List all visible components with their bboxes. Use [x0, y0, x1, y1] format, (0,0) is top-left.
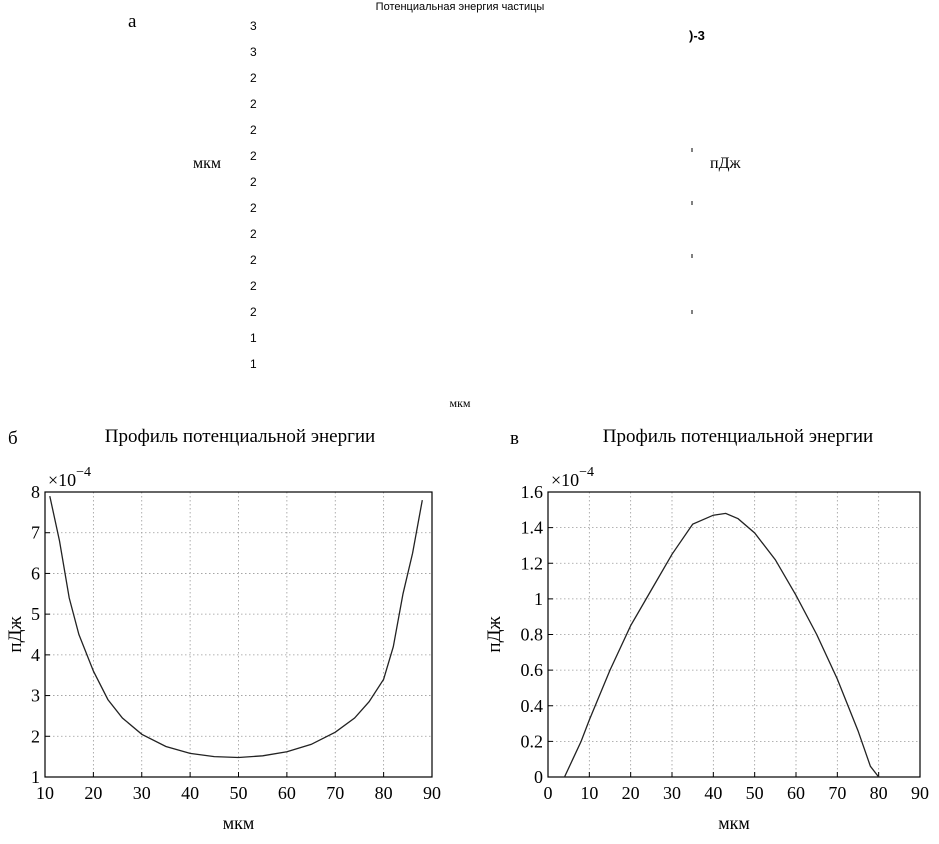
- x-tick-label: 20: [84, 783, 102, 803]
- panel-a-ytick-fragment: 2: [250, 71, 257, 85]
- panel-a-ytick-fragment: 2: [250, 279, 257, 293]
- panel-a-xlabel: мкм: [449, 396, 470, 410]
- y-tick-label: 7: [31, 523, 40, 543]
- x-tick-label: 20: [622, 783, 640, 803]
- panel-a-ytick-fragment: 1: [250, 331, 257, 345]
- x-tick-label: 70: [828, 783, 846, 803]
- y-tick-label: 2: [31, 726, 40, 746]
- panel-c-title: Профиль потенциальной энергии: [603, 426, 873, 447]
- x-tick-label: 0: [544, 783, 553, 803]
- y-tick-label: 8: [31, 482, 40, 502]
- y-tick-label: 1.6: [521, 482, 544, 502]
- panel-a-colorbar-exponent: )-3: [689, 28, 705, 43]
- panel-a-colorbar-label: пДж: [710, 155, 741, 172]
- x-tick-label: 40: [181, 783, 199, 803]
- y-tick-label: 6: [31, 563, 40, 583]
- x-tick-label: 90: [911, 783, 929, 803]
- panel-a-ytick-fragment: 2: [250, 227, 257, 241]
- panel-a-ytick-fragment: 2: [250, 175, 257, 189]
- x-tick-label: 80: [870, 783, 888, 803]
- series-line: [563, 512, 880, 778]
- x-tick-label: 50: [746, 783, 764, 803]
- panel-b-letter: б: [8, 428, 18, 449]
- panel-b: б Профиль потенциальной энергии 10 20 30 40…: [5, 426, 441, 833]
- y-tick-label: 0.8: [521, 625, 544, 645]
- y-tick-label: 3: [31, 686, 40, 706]
- panel-a-ytick-fragment: 2: [250, 149, 257, 163]
- y-tick-label: 1.4: [521, 518, 544, 538]
- y-axis-label: пДж: [5, 616, 26, 653]
- panel-a-title-fragment: Потенциальная энергия частицы: [376, 1, 545, 13]
- y-tick-label: 1.2: [521, 553, 544, 573]
- panel-a-ylabel: мкм: [193, 155, 221, 172]
- panel-a-ytick-fragment: 2: [250, 201, 257, 215]
- y-exponent: ×10−4: [551, 465, 594, 490]
- x-tick-label: 60: [278, 783, 296, 803]
- y-tick-label: 1: [31, 767, 40, 787]
- panel-a-letter: а: [128, 11, 137, 32]
- y-tick-label: 5: [31, 604, 40, 624]
- x-tick-label: 60: [787, 783, 805, 803]
- x-tick-label: 40: [704, 783, 722, 803]
- series-line: [49, 495, 423, 759]
- x-axis-label: мкм: [223, 813, 255, 833]
- panel-a-ytick-fragment: 2: [250, 253, 257, 267]
- panel-b-title: Профиль потенциальной энергии: [105, 426, 375, 447]
- y-tick-label: 0.4: [521, 696, 544, 716]
- panel-a-ytick-fragment: 3: [250, 19, 257, 33]
- panel-c: в Профиль потенциальной энергии 0 10 20 30 4…: [484, 426, 929, 833]
- y-tick-label: 4: [31, 645, 40, 665]
- x-tick-label: 30: [663, 783, 681, 803]
- x-tick-label: 70: [326, 783, 344, 803]
- x-tick-label: 80: [375, 783, 393, 803]
- panel-a-ytick-fragment: 2: [250, 97, 257, 111]
- panel-a: а Потенциальная энергия частицы )-3 мкм …: [128, 1, 741, 410]
- panel-a-ytick-fragment: 2: [250, 123, 257, 137]
- panel-a-ytick-fragments: 3 3 2 2 2 2 2 2 2 2 2 2 1 1: [250, 19, 257, 371]
- x-tick-label: 30: [133, 783, 151, 803]
- y-tick-label: 0: [534, 767, 543, 787]
- y-tick-label: 0.6: [521, 660, 544, 680]
- y-exponent-power: −4: [579, 465, 594, 480]
- plot-frame: [44, 491, 433, 778]
- panel-a-ytick-fragment: 1: [250, 357, 257, 371]
- x-tick-label: 10: [580, 783, 598, 803]
- y-exponent-power: −4: [76, 465, 91, 480]
- y-axis-label: пДж: [484, 616, 505, 653]
- panel-a-ytick-fragment: 2: [250, 305, 257, 319]
- x-axis-label: мкм: [718, 813, 750, 833]
- panel-a-ytick-fragment: 3: [250, 45, 257, 59]
- chart-b: 10 20 30 40 50 60 70 80 90 1 2 3 4 5 6 7 8 ×10−4 мкм пДж: [5, 465, 441, 833]
- y-tick-label: 0.2: [521, 731, 544, 751]
- panel-c-letter: в: [510, 428, 519, 449]
- y-tick-label: 1: [534, 589, 543, 609]
- y-exponent: ×10−4: [48, 465, 91, 490]
- x-tick-label: 90: [423, 783, 441, 803]
- chart-c: 0 10 20 30 40 50 60 70 80 90 0 0.2 0.4 0.6 0.8 1 1.2 1.4 1…: [484, 465, 929, 833]
- x-tick-label: 50: [230, 783, 248, 803]
- x-tick-label: 10: [36, 783, 54, 803]
